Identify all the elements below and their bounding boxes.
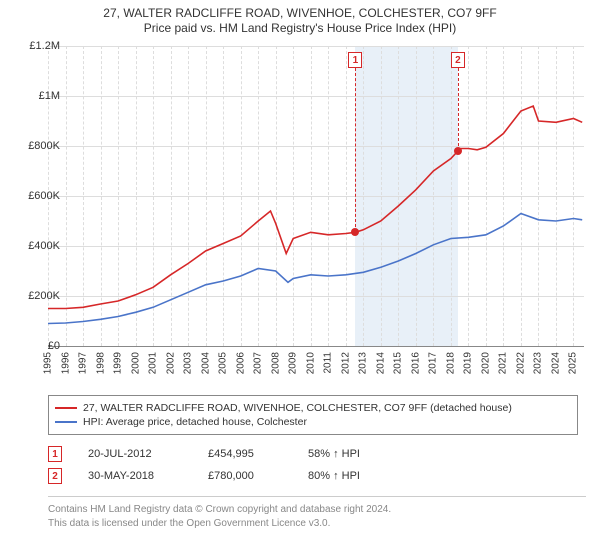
- x-axis-label: 2014: [375, 352, 386, 374]
- legend-swatch: [55, 421, 77, 423]
- x-axis-label: 2018: [445, 352, 456, 374]
- x-axis-label: 2005: [218, 352, 229, 374]
- x-axis-label: 2017: [428, 352, 439, 374]
- x-axis-label: 2023: [533, 352, 544, 374]
- x-axis-label: 2006: [235, 352, 246, 374]
- legend-item: 27, WALTER RADCLIFFE ROAD, WIVENHOE, COL…: [55, 402, 571, 414]
- series-line: [48, 214, 582, 324]
- x-axis-label: 2021: [498, 352, 509, 374]
- chart-area: 12 £0£200K£400K£600K£800K£1M£1.2M1995199…: [0, 40, 600, 390]
- chart-subtitle: Price paid vs. HM Land Registry's House …: [10, 21, 590, 35]
- x-axis-label: 2011: [323, 352, 334, 374]
- tx-marker-badge: 2: [48, 468, 62, 484]
- tx-price: £454,995: [208, 448, 308, 460]
- y-axis-label: £1M: [10, 90, 60, 102]
- x-axis-label: 2015: [393, 352, 404, 374]
- legend-label: HPI: Average price, detached house, Colc…: [83, 416, 307, 428]
- x-axis-label: 2024: [550, 352, 561, 374]
- y-axis-label: £0: [10, 340, 60, 352]
- legend-item: HPI: Average price, detached house, Colc…: [55, 416, 571, 428]
- x-axis-label: 2010: [305, 352, 316, 374]
- x-axis-label: 1999: [113, 352, 124, 374]
- x-axis-label: 2013: [358, 352, 369, 374]
- x-axis-label: 1996: [60, 352, 71, 374]
- y-axis-label: £600K: [10, 190, 60, 202]
- series-line: [48, 106, 582, 309]
- x-axis-label: 2009: [288, 352, 299, 374]
- tx-guideline: [458, 68, 459, 151]
- x-axis-label: 2016: [410, 352, 421, 374]
- y-axis-label: £1.2M: [10, 40, 60, 52]
- tx-hpi: 80% ↑ HPI: [308, 470, 408, 482]
- x-axis-label: 2019: [463, 352, 474, 374]
- tx-date: 30-MAY-2018: [88, 470, 208, 482]
- legend-swatch: [55, 407, 77, 409]
- x-axis-label: 2022: [515, 352, 526, 374]
- x-axis: [48, 346, 584, 347]
- y-axis-label: £200K: [10, 290, 60, 302]
- x-axis-label: 2012: [340, 352, 351, 374]
- legend-box: 27, WALTER RADCLIFFE ROAD, WIVENHOE, COL…: [48, 395, 578, 435]
- plot-region: 12: [48, 46, 584, 346]
- footer-attribution: Contains HM Land Registry data © Crown c…: [48, 496, 586, 530]
- legend-label: 27, WALTER RADCLIFFE ROAD, WIVENHOE, COL…: [83, 402, 512, 414]
- footer-line: Contains HM Land Registry data © Crown c…: [48, 503, 586, 517]
- x-axis-label: 2002: [165, 352, 176, 374]
- tx-marker-flag: 1: [348, 52, 362, 68]
- chart-title-block: 27, WALTER RADCLIFFE ROAD, WIVENHOE, COL…: [0, 0, 600, 39]
- transaction-row: 1 20-JUL-2012 £454,995 58% ↑ HPI: [48, 446, 408, 462]
- x-axis-label: 2000: [130, 352, 141, 374]
- series-svg: [48, 46, 584, 346]
- tx-hpi: 58% ↑ HPI: [308, 448, 408, 460]
- x-axis-label: 2004: [200, 352, 211, 374]
- footer-line: This data is licensed under the Open Gov…: [48, 517, 586, 531]
- y-axis-label: £800K: [10, 140, 60, 152]
- x-axis-label: 2008: [270, 352, 281, 374]
- x-axis-label: 1998: [95, 352, 106, 374]
- tx-point: [454, 147, 462, 155]
- x-axis-label: 1997: [78, 352, 89, 374]
- tx-date: 20-JUL-2012: [88, 448, 208, 460]
- transaction-row: 2 30-MAY-2018 £780,000 80% ↑ HPI: [48, 468, 408, 484]
- x-axis-label: 2003: [183, 352, 194, 374]
- x-axis-label: 2025: [568, 352, 579, 374]
- x-axis-label: 2020: [480, 352, 491, 374]
- tx-marker-flag: 2: [451, 52, 465, 68]
- tx-price: £780,000: [208, 470, 308, 482]
- y-axis-label: £400K: [10, 240, 60, 252]
- tx-marker-badge: 1: [48, 446, 62, 462]
- x-axis-label: 2001: [148, 352, 159, 374]
- transaction-table: 1 20-JUL-2012 £454,995 58% ↑ HPI 2 30-MA…: [48, 446, 408, 490]
- chart-title: 27, WALTER RADCLIFFE ROAD, WIVENHOE, COL…: [10, 6, 590, 20]
- x-axis-label: 1995: [43, 352, 54, 374]
- tx-guideline: [355, 68, 356, 232]
- tx-point: [351, 228, 359, 236]
- x-axis-label: 2007: [253, 352, 264, 374]
